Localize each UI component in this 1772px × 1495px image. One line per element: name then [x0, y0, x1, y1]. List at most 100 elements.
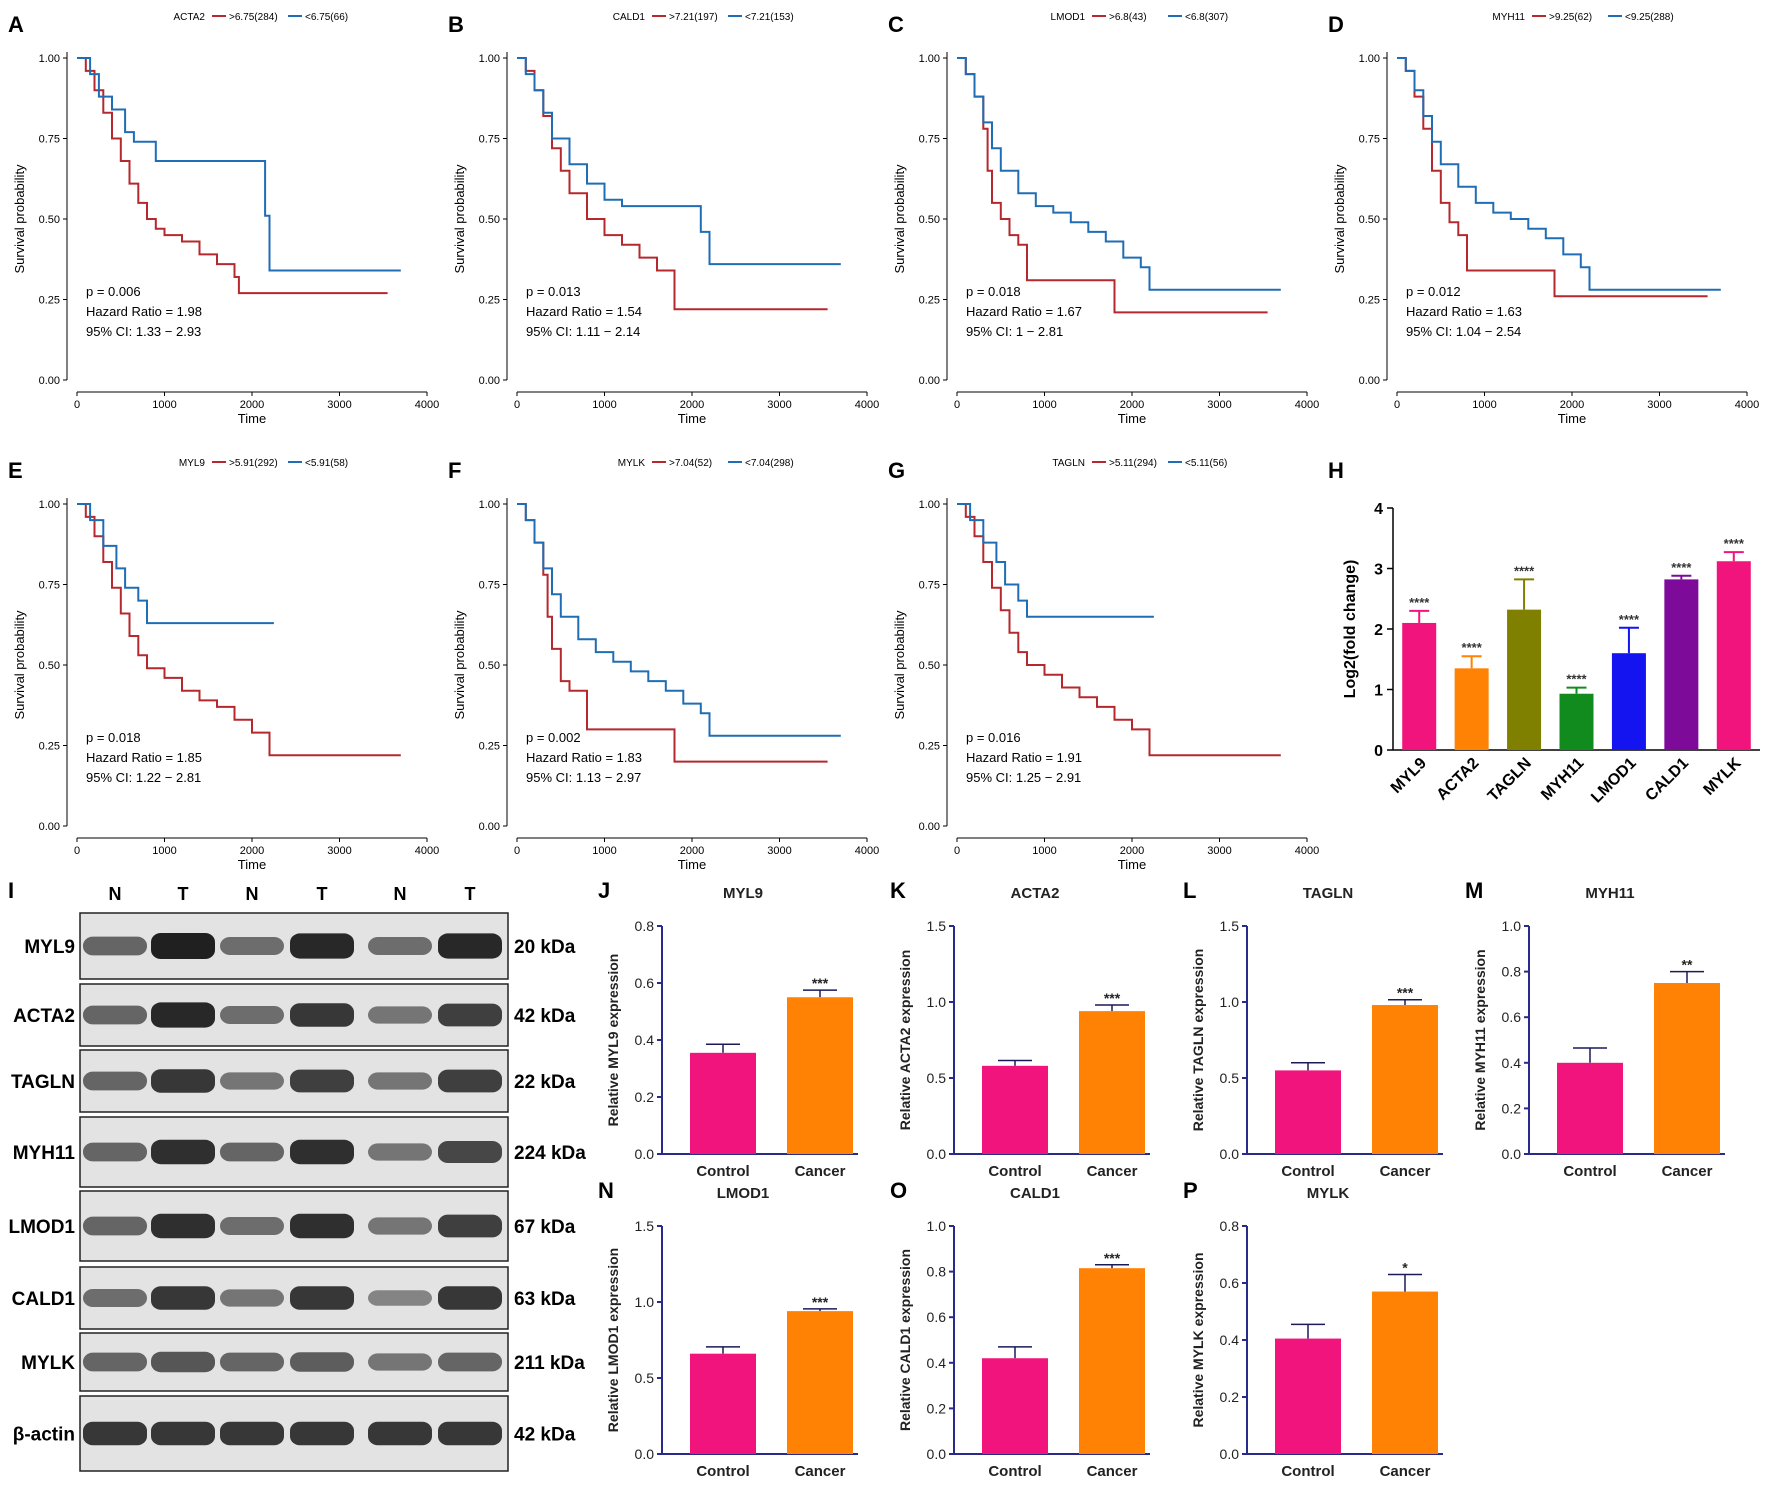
x-tick-label: 3000: [1647, 399, 1671, 411]
y-tick-label: 0.50: [39, 214, 60, 226]
x-tick-label: 4000: [855, 845, 879, 857]
protein-band: [83, 1142, 147, 1162]
y-tick-label: 0.2: [1220, 1389, 1240, 1405]
molecular-weight-label: 67 kDa: [514, 1217, 576, 1238]
panel-letter-e: E: [8, 458, 23, 483]
protein-band: [83, 1071, 147, 1091]
protein-band: [368, 1143, 432, 1161]
hazard-ratio: Hazard Ratio = 1.91: [966, 750, 1082, 765]
significance-label: ***: [1104, 1250, 1121, 1266]
y-axis-label: Relative ACTA2 expression: [897, 950, 913, 1131]
protein-band: [368, 937, 432, 955]
y-tick-label: 0.25: [479, 295, 500, 307]
significance-label: ****: [1671, 560, 1692, 575]
y-tick-label: 1.5: [1220, 918, 1240, 934]
category-label: Control: [1281, 1163, 1334, 1180]
chart-title: TAGLN: [1303, 885, 1354, 902]
protein-band: [438, 1003, 502, 1027]
category-label: Cancer: [1662, 1163, 1713, 1180]
category-label: Cancer: [1087, 1463, 1138, 1480]
y-tick-label: 1.0: [927, 994, 947, 1010]
protein-band: [83, 1216, 147, 1236]
y-tick-label: 0.00: [39, 821, 60, 833]
legend-label-low: <6.8(307): [1185, 12, 1228, 23]
x-tick-label: 4000: [415, 399, 439, 411]
expression-panel-l: TAGLN 0.0 0.5 1.0 1.5 Relative TAGLN expressi…: [1190, 885, 1443, 1180]
bar-lmod1: [1611, 653, 1646, 750]
significance-label: ***: [1104, 990, 1121, 1006]
expression-panel-p: MYLK 0.0 0.2 0.4 0.6 0.8 Relative MYLK express…: [1190, 1185, 1443, 1480]
protein-label: CALD1: [12, 1289, 76, 1310]
y-tick-label: 0.2: [635, 1089, 655, 1105]
bar-cancer: [1372, 1291, 1438, 1454]
hazard-ratio: Hazard Ratio = 1.83: [526, 750, 642, 765]
bar-control: [1275, 1070, 1341, 1154]
x-tick-label: 1000: [592, 399, 616, 411]
confidence-interval: 95% CI: 1.25 − 2.91: [966, 770, 1081, 785]
blot-row-actin: β-actin 42 kDa: [13, 1395, 576, 1472]
confidence-interval: 95% CI: 1.13 − 2.97: [526, 770, 641, 785]
category-label: Control: [1281, 1463, 1334, 1480]
legend-gene: LMOD1: [1051, 12, 1086, 23]
legend-label-low: <7.04(298): [745, 458, 794, 469]
molecular-weight-label: 211 kDa: [514, 1353, 585, 1374]
legend-gene: MYH11: [1492, 12, 1525, 23]
blot-row-tagln: TAGLN 22 kDa: [11, 1049, 576, 1113]
x-tick-label: 4000: [1735, 399, 1759, 411]
significance-label: ****: [1619, 612, 1640, 627]
expression-panel-o: CALD1 0.0 0.2 0.4 0.6 0.8 1.0 Relative CALD1 ex…: [897, 1185, 1150, 1480]
protein-label: TAGLN: [11, 1072, 75, 1093]
x-tick-label: 1000: [1032, 845, 1056, 857]
y-tick-label: 0.0: [635, 1446, 655, 1462]
chart-title: MYL9: [723, 885, 763, 902]
x-tick-label: 0: [954, 399, 960, 411]
x-tick-label: 0: [514, 399, 520, 411]
lane-label-t: T: [465, 884, 476, 904]
y-tick-label: 0.50: [39, 660, 60, 672]
molecular-weight-label: 42 kDa: [514, 1006, 576, 1027]
y-tick-label: 1.5: [635, 1218, 655, 1234]
x-tick-label: 2000: [240, 399, 264, 411]
confidence-interval: 95% CI: 1.04 − 2.54: [1406, 324, 1521, 339]
significance-label: *: [1402, 1259, 1408, 1275]
x-tick-label: 2000: [680, 399, 704, 411]
protein-band: [438, 1421, 502, 1446]
protein-band: [151, 1351, 215, 1373]
western-blot: N T N T N T MYL9 20 kDa ACTA2 42 kDa TAGLN 22 kDa MY…: [9, 884, 586, 1472]
x-tick-label: 1000: [152, 399, 176, 411]
y-tick-label: 2: [1374, 622, 1383, 639]
km-panel-a: 0.00 0.25 0.50 0.75 1.00 0 1000 2000 3000 4000 Tim…: [12, 12, 439, 426]
x-tick-label: 3000: [327, 845, 351, 857]
y-tick-label: 1.00: [39, 499, 60, 511]
y-tick-label: 1.0: [635, 1294, 655, 1310]
significance-label: ***: [812, 975, 829, 991]
significance-label: ***: [1397, 985, 1414, 1001]
y-axis-label: Relative TAGLN expression: [1190, 949, 1206, 1132]
legend-gene: MYL9: [179, 458, 206, 469]
protein-band: [290, 1421, 354, 1446]
protein-band: [151, 1421, 215, 1446]
y-axis-label: Relative LMOD1 expression: [605, 1248, 621, 1432]
hazard-ratio: Hazard Ratio = 1.98: [86, 304, 202, 319]
protein-band: [290, 933, 354, 959]
legend-label-low: <5.11(56): [1185, 458, 1227, 469]
protein-band: [151, 1139, 215, 1165]
category-label: Control: [696, 1463, 749, 1480]
y-tick-label: 0.25: [1359, 295, 1380, 307]
x-tick-label: 0: [1394, 399, 1400, 411]
expression-panel-m: MYH11 0.0 0.2 0.4 0.6 0.8 1.0 Relative MYH11 ex…: [1472, 885, 1725, 1180]
y-tick-label: 0.0: [1220, 1146, 1240, 1162]
y-tick-label: 1.00: [479, 53, 500, 65]
y-tick-label: 1.00: [39, 53, 60, 65]
y-tick-label: 0.00: [39, 375, 60, 387]
protein-band: [83, 1289, 147, 1307]
protein-band: [438, 1069, 502, 1093]
bar-control: [982, 1358, 1048, 1454]
protein-band: [290, 1139, 354, 1165]
panel-letter-n: N: [598, 1178, 614, 1203]
bar-cancer: [1079, 1268, 1145, 1454]
category-label: MYLK: [1701, 754, 1745, 798]
y-tick-label: 0.4: [1220, 1332, 1240, 1348]
chart-title: MYH11: [1585, 885, 1634, 902]
y-tick-label: 0.50: [479, 660, 500, 672]
